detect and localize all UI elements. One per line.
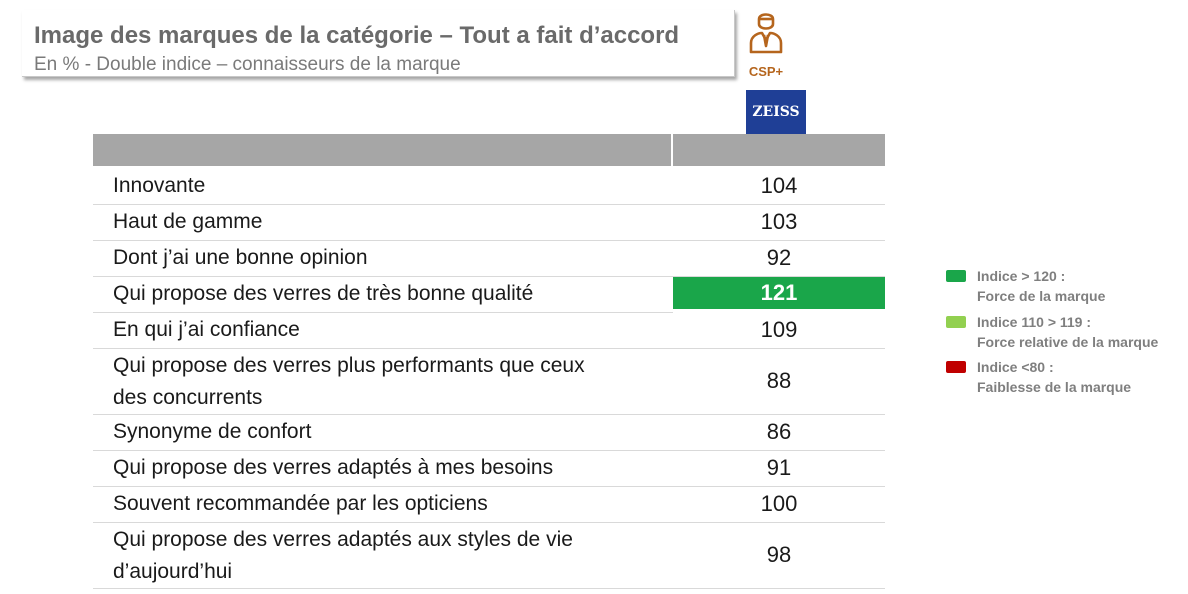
page-title: Image des marques de la catégorie – Tout… (34, 22, 680, 49)
table-row: Qui propose des verres plus performants … (93, 348, 673, 415)
value-cell: 104 (673, 168, 885, 205)
table-row: Qui propose des verres de très bonne qua… (93, 276, 673, 313)
value-cell: 88 (673, 348, 885, 415)
table-row: Souvent recommandée par les opticiens (93, 486, 673, 523)
legend-text: Indice <80 : Faiblesse de la marque (977, 357, 1131, 397)
table-row: Qui propose des verres adaptés à mes bes… (93, 450, 673, 487)
row-label: En qui j’ai confiance (113, 318, 300, 341)
row-label: Qui propose des verres adaptés aux style… (113, 528, 573, 551)
row-label: Qui propose des verres plus performants … (113, 354, 585, 377)
row-label: Synonyme de confort (113, 420, 312, 443)
value-cell: 86 (673, 414, 885, 451)
row-label: d’aujourd’hui (113, 560, 233, 583)
page-subtitle: En % - Double indice – connaisseurs de l… (34, 54, 461, 75)
row-label: Qui propose des verres adaptés à mes bes… (113, 456, 554, 479)
value-cell: 92 (673, 240, 885, 277)
legend-text: Indice > 120 : Force de la marque (977, 266, 1105, 306)
legend-line2: Force relative de la marque (977, 334, 1159, 350)
legend-line1: Indice 110 > 119 : (977, 314, 1092, 330)
segment-label: CSP+ (748, 64, 784, 79)
table-row: Haut de gamme (93, 204, 673, 241)
value-cell: 121 (673, 277, 885, 309)
value-cell: 98 (673, 522, 885, 589)
legend-swatch (946, 316, 966, 328)
row-label: Dont j’ai une bonne opinion (113, 246, 368, 269)
legend-swatch (946, 270, 966, 282)
table-header-bar (93, 134, 885, 166)
legend-line1: Indice <80 : (977, 359, 1054, 375)
legend-line1: Indice > 120 : (977, 268, 1066, 284)
row-label: Haut de gamme (113, 210, 263, 233)
value-cell: 103 (673, 204, 885, 241)
legend-line2: Faiblesse de la marque (977, 379, 1132, 395)
legend-swatch (946, 361, 966, 373)
value-cell: 109 (673, 312, 885, 349)
value-cell: 100 (673, 486, 885, 523)
title-box: Image des marques de la catégorie – Tout… (22, 10, 735, 77)
brand-logo-text: ZEISS (752, 104, 799, 120)
legend-text: Indice 110 > 119 : Force relative de la m… (977, 312, 1158, 352)
table-row: Qui propose des verres adaptés aux style… (93, 522, 673, 589)
person-icon (749, 13, 783, 54)
table-row: Dont j’ai une bonne opinion (93, 240, 673, 277)
header-divider (671, 134, 673, 166)
legend-line2: Force de la marque (977, 288, 1106, 304)
row-label: Souvent recommandée par les opticiens (113, 492, 488, 515)
zeiss-logo: ZEISS (746, 90, 806, 142)
row-label: des concurrents (113, 386, 263, 409)
row-label: Innovante (113, 174, 206, 197)
table-row: En qui j’ai confiance (93, 312, 673, 349)
table-row: Synonyme de confort (93, 414, 673, 451)
row-label: Qui propose des verres de très bonne qua… (113, 282, 534, 305)
table-row: Innovante (93, 168, 673, 205)
value-cell: 91 (673, 450, 885, 487)
